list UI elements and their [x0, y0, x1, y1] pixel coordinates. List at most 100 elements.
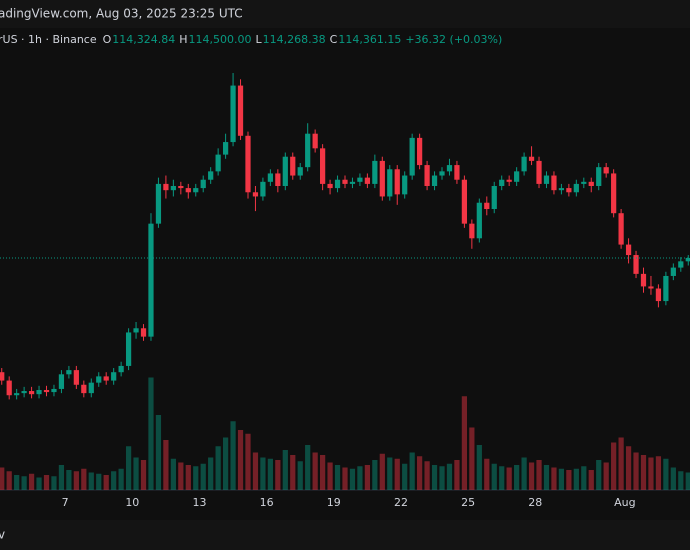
candle-body — [185, 188, 191, 193]
x-tick-label: 19 — [327, 496, 341, 509]
volume-bar — [514, 465, 520, 490]
candle-body — [618, 213, 624, 245]
candle-body — [118, 365, 124, 373]
candle-body — [558, 188, 565, 191]
candle-body — [581, 181, 587, 184]
candle-body — [357, 177, 363, 182]
candle-body — [454, 165, 460, 180]
candle-body — [320, 148, 326, 184]
candle-body — [36, 389, 42, 395]
volume-bar — [305, 445, 311, 490]
ohlc-key: H — [179, 33, 187, 46]
x-tick-label: 25 — [461, 496, 475, 509]
volume-bar — [14, 475, 20, 490]
candle-body — [372, 160, 378, 184]
volume-bar — [349, 468, 356, 490]
candle-body — [499, 179, 505, 186]
candle-body — [521, 156, 527, 172]
candle-body — [469, 223, 475, 239]
volume-bar — [73, 471, 79, 490]
volume-bar — [499, 466, 505, 490]
candle-body — [394, 169, 400, 195]
candle-body — [260, 181, 266, 197]
volume-bar — [655, 456, 662, 490]
candle-body — [387, 169, 393, 197]
candle-body — [663, 275, 669, 302]
volume-bar — [476, 445, 482, 490]
volume-bar — [208, 457, 214, 490]
candle-body — [140, 328, 147, 337]
volume-bar — [290, 455, 296, 490]
candle-body — [111, 372, 117, 381]
volume-bar — [506, 467, 512, 490]
candle-body — [506, 179, 512, 182]
volume-bar — [170, 458, 176, 490]
volume-bar — [215, 446, 221, 490]
volume-bar — [297, 461, 303, 490]
ohlc-value: 114,324.84 — [112, 33, 175, 46]
candle-body — [133, 328, 139, 333]
candle-body — [282, 156, 288, 186]
candle-body — [543, 175, 550, 184]
candle-body — [446, 165, 453, 172]
candle-body — [290, 156, 296, 176]
volume-bar — [21, 476, 27, 490]
candle-body — [573, 183, 579, 193]
volume-bar — [439, 466, 445, 490]
volume-bar — [611, 442, 617, 490]
volume-bar — [543, 465, 550, 490]
candle-body — [267, 173, 273, 182]
candle-body — [431, 175, 438, 186]
volume-bar — [670, 467, 676, 490]
volume-bar — [603, 462, 609, 490]
volume-bar — [551, 467, 557, 490]
volume-bar — [648, 457, 654, 490]
volume-bar — [484, 458, 490, 490]
volume-bar — [334, 465, 341, 490]
candle-body — [551, 175, 557, 191]
volume-bar — [431, 465, 438, 490]
candle-body — [461, 179, 468, 224]
volume-bar — [446, 463, 453, 490]
volume-bar — [394, 458, 400, 490]
candle-body — [588, 181, 594, 186]
candle-body — [349, 181, 356, 184]
candle-body — [439, 171, 445, 176]
volume-bar — [536, 460, 542, 490]
ohlc-value: 114,361.15 — [338, 33, 401, 46]
candle-body — [327, 183, 333, 189]
candle-body — [648, 286, 654, 289]
top-bar — [0, 0, 690, 28]
volume-bar — [81, 468, 87, 490]
volume-bar — [312, 452, 318, 490]
volume-bar — [282, 450, 288, 490]
volume-bar — [178, 462, 184, 490]
x-tick-label: Aug — [614, 496, 635, 509]
volume-bar — [558, 468, 565, 490]
symbol: rUS · 1h · Binance — [0, 33, 97, 46]
candle-body — [476, 202, 482, 239]
candle-body — [596, 167, 602, 186]
volume-bar — [51, 476, 57, 490]
candle-body — [163, 183, 169, 191]
candle-body — [409, 137, 415, 176]
volume-bar — [275, 460, 281, 490]
volume-bar — [103, 475, 109, 490]
candle-body — [208, 171, 214, 180]
volume-bar — [193, 466, 199, 490]
volume-bar — [521, 457, 527, 490]
candle-body — [297, 167, 303, 176]
volume-bar — [469, 427, 475, 490]
candle-body — [611, 173, 617, 214]
volume-bar — [581, 466, 587, 490]
volume-bar — [140, 460, 147, 490]
volume-bar — [245, 433, 251, 490]
x-tick-label: 10 — [125, 496, 139, 509]
candle-body — [364, 177, 370, 184]
volume-bar — [640, 455, 647, 490]
volume-bar — [685, 472, 690, 490]
volume-bar — [387, 457, 393, 490]
volume-bar — [111, 471, 117, 490]
candle-body — [633, 255, 639, 274]
